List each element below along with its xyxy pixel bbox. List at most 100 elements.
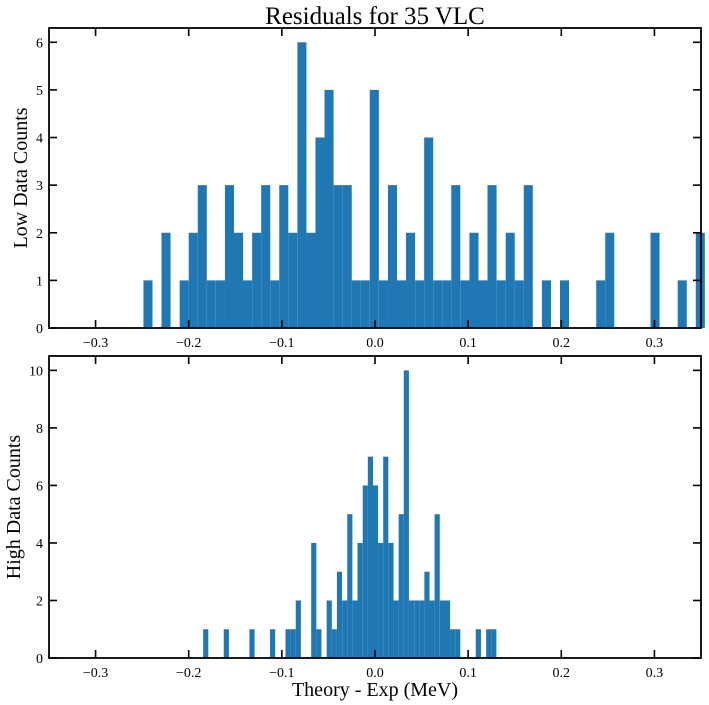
low-y-tick-label: 6 [36,36,43,51]
low-histogram-bar [378,280,388,328]
low-histogram-bar [605,232,615,328]
low-y-tick-label: 0 [36,322,43,337]
low-histogram-bar [541,280,551,328]
low-histogram-bar [396,280,407,328]
high-histogram-bar [398,514,404,658]
high-y-tick-label: 2 [36,594,43,609]
low-histogram-bar [279,185,289,328]
low-histogram-bar [252,232,262,328]
low-histogram-bar [424,137,434,328]
high-histogram-bar [357,542,363,658]
high-histogram-bar [326,600,332,658]
high-y-tick-label: 0 [36,652,43,667]
high-histogram-bar [455,629,461,658]
low-y-tick-label: 3 [36,179,43,194]
low-histogram-bar [442,280,452,328]
low-histogram-bar [342,185,352,328]
low-histogram-bar [469,232,479,328]
high-y-tick-label: 8 [36,422,43,437]
high-histogram-bar [331,629,337,658]
low-histogram-bar [406,232,416,328]
high-histogram-bar [444,600,451,658]
high-histogram-bar [383,456,389,658]
high-histogram-bar [223,629,229,658]
high-histogram-bar [419,600,425,658]
high-histogram-bar [424,571,430,658]
low-histogram-bar [505,232,515,328]
high-histogram-bar [290,629,296,658]
low-histogram-bar [324,89,334,329]
low-histogram-bar [243,280,253,328]
high-x-tick-label: 0.2 [553,666,571,681]
low-histogram-bar [233,232,244,328]
high-histogram-bar [434,514,440,658]
low-histogram-bar [487,185,497,328]
low-histogram-bar [215,280,225,328]
high-histogram-bar [403,370,409,658]
low-histogram-bar [460,280,470,328]
high-histogram-bar [486,629,492,658]
low-histogram-bar [559,280,570,328]
low-histogram-bar [496,280,506,328]
high-y-tick-label: 6 [36,479,43,494]
low-y-tick-label: 4 [36,132,43,147]
high-histogram-bar [429,600,435,658]
high-histogram-bar [388,542,394,658]
low-histogram-bar [369,89,379,329]
low-histogram-bar [270,280,280,328]
high-x-tick-label: −0.3 [83,666,108,681]
high-histogram-bar [203,629,209,658]
low-x-tick-label: −0.3 [83,336,108,351]
high-x-axis-label: Theory - Exp (MeV) [292,679,458,701]
low-histogram-bar [224,185,234,328]
low-histogram-bar [297,42,307,328]
low-histogram-bar [677,280,687,328]
low-histogram-bar [315,137,325,328]
low-histogram-bar [415,280,425,328]
low-histogram-bar [478,280,488,328]
low-x-tick-label: 0.1 [459,336,477,351]
low-histogram-bar [351,280,361,328]
high-histogram-bar [311,542,317,658]
high-y-tick-label: 10 [29,364,43,379]
low-histogram-bar [206,280,216,328]
low-x-tick-label: 0.3 [646,336,664,351]
low-x-tick-label: 0.0 [366,336,384,351]
high-histogram-bar [393,600,399,658]
low-y-tick-label: 2 [36,227,43,242]
low-y-tick-label: 1 [36,274,43,289]
high-histogram-bar [285,629,291,658]
high-bars [203,370,497,658]
low-histogram-bar [596,280,606,328]
high-histogram-bar [316,629,322,658]
low-histogram-bar [387,185,397,328]
high-histogram-bar [491,629,497,658]
low-histogram-bar [179,280,189,328]
low-histogram-bar [143,280,153,328]
low-histogram-bar [197,185,207,328]
high-histogram-bar [342,600,348,658]
low-x-tick-label: −0.2 [176,336,201,351]
high-histogram-bar [439,600,445,658]
high-x-tick-label: 0.0 [366,666,384,681]
low-histogram-bar [333,185,343,328]
high-x-tick-label: 0.1 [459,666,477,681]
high-x-tick-label: −0.1 [269,666,294,681]
low-histogram-bar [514,280,524,328]
low-histogram-bar [188,232,198,328]
low-histogram-bar [261,185,271,328]
low-histogram-bar [650,232,660,328]
high-y-tick-label: 4 [36,537,43,552]
high-histogram-bar [270,629,276,658]
low-y-axis-label: Low Data Counts [10,107,32,248]
low-histogram-bar [306,232,316,328]
high-histogram-bar [408,600,415,658]
high-histogram-bar [347,514,353,658]
high-histogram-bar [414,600,420,658]
high-histogram-bar [372,485,379,658]
low-histogram-bar [288,232,298,328]
high-histogram-bar [367,456,373,658]
low-histogram-bar [523,185,533,328]
low-x-tick-label: −0.1 [269,336,294,351]
